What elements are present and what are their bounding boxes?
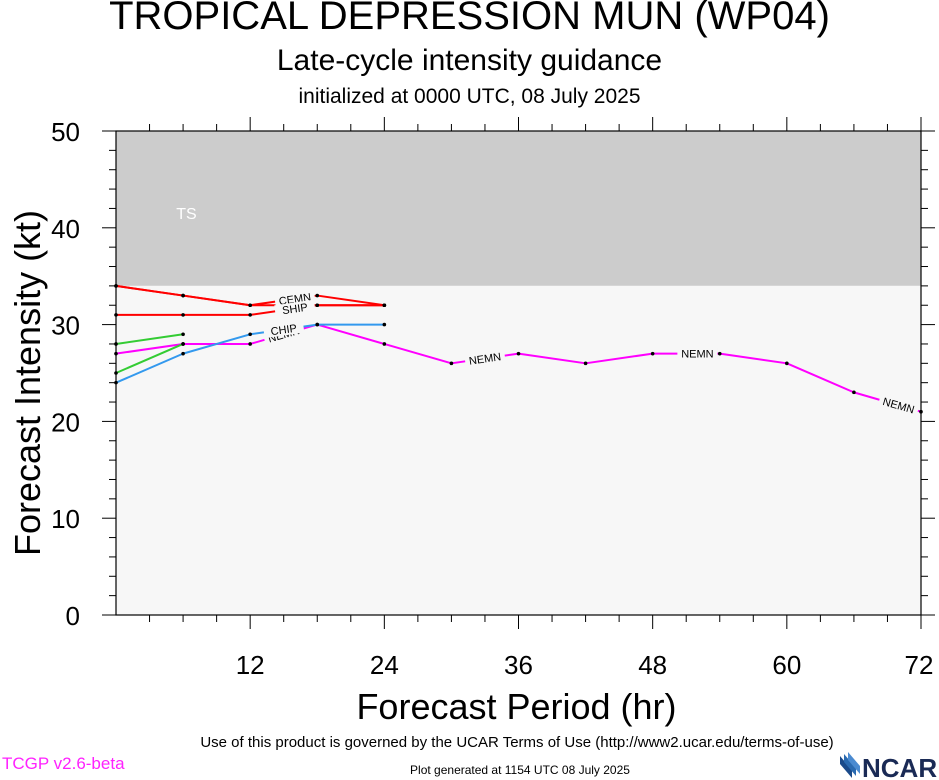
data-point-nemn — [449, 361, 454, 366]
x-tick-label: 48 — [638, 650, 667, 680]
data-point-nemn — [114, 351, 118, 356]
series-label-bg — [464, 349, 506, 368]
x-tick-label: 72 — [905, 650, 934, 680]
data-point-nemn — [248, 342, 252, 346]
data-point-unlabeled-6 — [181, 342, 185, 346]
intensity-chart: TS 0 10 20 30 40 50 12 24 36 48 60 72 Forecast Period… — [7, 117, 935, 727]
y-tick-label: 30 — [51, 311, 80, 341]
data-point-ship — [181, 313, 185, 317]
series-label-ship: SHIP — [281, 302, 308, 318]
data-point-unlabeled-5 — [114, 342, 118, 346]
data-point-nemn — [516, 351, 521, 356]
init-time-label: initialized at 0000 UTC, 08 July 2025 — [298, 85, 641, 108]
intensity-band — [116, 285, 921, 615]
x-tick-label: 12 — [236, 650, 265, 680]
data-point-ship — [114, 313, 118, 317]
data-point-cemn — [315, 293, 320, 298]
series-label-bg — [263, 320, 305, 339]
data-point-chip — [382, 322, 387, 327]
terms-of-use-text: Use of this product is governed by the U… — [200, 734, 834, 751]
ncar-logo-mark — [840, 752, 860, 778]
data-point-unlabeled-3 — [114, 284, 118, 288]
data-point-chip — [114, 380, 118, 385]
y-axis-title: Forecast Intensity (kt) — [7, 210, 48, 556]
ncar-logo: NCAR — [840, 752, 937, 780]
series-label-nemn: NEMN — [468, 351, 502, 368]
data-point-chip — [248, 332, 252, 337]
series-line-unlabeled-6 — [115, 343, 184, 374]
data-point-nemn — [919, 409, 923, 414]
x-axis-title: Forecast Period (hr) — [356, 686, 676, 727]
data-point-chip — [315, 322, 320, 327]
series-label-bg — [677, 347, 718, 360]
data-point-unlabeled-3 — [181, 293, 185, 298]
data-point-nemn — [785, 361, 789, 366]
y-tick-label: 20 — [51, 407, 80, 437]
ncar-logo-text: NCAR — [862, 753, 937, 780]
data-point-unlabeled-3 — [382, 303, 387, 308]
chart-title: TROPICAL DEPRESSION MUN (WP04) — [109, 0, 830, 38]
series-label-bg — [877, 393, 920, 417]
series-line-unlabeled-5 — [115, 333, 184, 345]
data-point-unlabeled-5 — [181, 332, 185, 337]
intensity-band — [116, 131, 921, 286]
band-label: TS — [176, 206, 196, 223]
data-point-nemn — [382, 342, 387, 346]
series-label-chip: CHIP — [270, 323, 298, 339]
y-tick-label: 10 — [51, 504, 80, 534]
data-point-nemn — [650, 351, 655, 356]
data-point-unlabeled-6 — [114, 371, 118, 375]
y-tick-label: 50 — [51, 117, 80, 147]
data-point-nemn — [583, 361, 588, 366]
data-point-ship — [248, 313, 252, 317]
data-point-nemn — [852, 390, 856, 395]
y-tick-label: 0 — [66, 601, 80, 631]
y-tick-label: 40 — [51, 214, 80, 244]
x-tick-label: 24 — [370, 650, 399, 680]
chart-subtitle: Late-cycle intensity guidance — [276, 44, 663, 77]
data-point-chip — [181, 351, 185, 356]
series-label-bg — [274, 299, 316, 318]
data-point-unlabeled-3 — [248, 303, 252, 308]
series-label-nemn: NEMN — [681, 349, 713, 361]
generated-timestamp: Plot generated at 1154 UTC 08 July 2025 — [410, 763, 630, 777]
x-tick-label: 60 — [772, 650, 801, 680]
data-point-unlabeled-3 — [315, 303, 320, 308]
data-point-nemn — [717, 351, 722, 356]
x-tick-label: 36 — [504, 650, 533, 680]
version-label: TCGP v2.6-beta — [2, 754, 125, 773]
